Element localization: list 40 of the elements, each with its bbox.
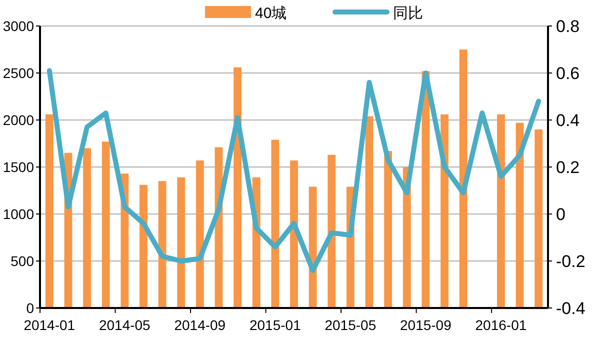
bar <box>459 50 468 308</box>
y-tick-label: 3000 <box>2 18 34 34</box>
bar <box>534 129 543 308</box>
bar <box>328 154 336 308</box>
x-tick-label: 2015-09 <box>400 317 452 333</box>
bar <box>177 177 186 308</box>
bar <box>196 160 204 308</box>
legend-label: 40城 <box>255 5 287 22</box>
y2-tick-label: -0.4 <box>556 299 586 318</box>
x-tick-label: 2015-01 <box>249 317 302 333</box>
bar <box>102 142 110 308</box>
bar <box>140 184 148 308</box>
y2-tick-label: 0.6 <box>556 64 580 83</box>
y2-tick-label: 0.8 <box>556 17 580 36</box>
y-tick-label: 1500 <box>2 159 34 175</box>
y2-tick-label: -0.2 <box>556 252 586 271</box>
y2-tick-label: 0.2 <box>556 158 580 177</box>
y-tick-label: 2000 <box>2 112 34 128</box>
x-tick-label: 2014-05 <box>98 317 151 333</box>
y2-tick-label: 0.4 <box>556 111 580 130</box>
x-tick-label: 2016-01 <box>475 317 527 333</box>
bar <box>440 114 448 308</box>
bar <box>365 116 374 308</box>
bar <box>234 67 242 308</box>
y-tick-label: 500 <box>10 253 34 269</box>
y2-tick-label: 0 <box>556 205 566 224</box>
y-tick-label: 0 <box>26 300 34 316</box>
bar <box>308 186 317 308</box>
x-tick-label: 2015-05 <box>324 317 376 333</box>
bar <box>384 151 392 308</box>
bar <box>271 140 280 308</box>
y-tick-label: 1000 <box>2 206 34 222</box>
legend-label: 同比 <box>393 5 423 22</box>
bar <box>290 160 298 308</box>
bar <box>45 114 54 308</box>
x-tick-label: 2014-01 <box>24 317 76 333</box>
x-tick-label: 2014-09 <box>174 317 226 333</box>
bar <box>497 114 505 308</box>
bar <box>83 148 91 308</box>
y-tick-label: 2500 <box>2 65 34 81</box>
